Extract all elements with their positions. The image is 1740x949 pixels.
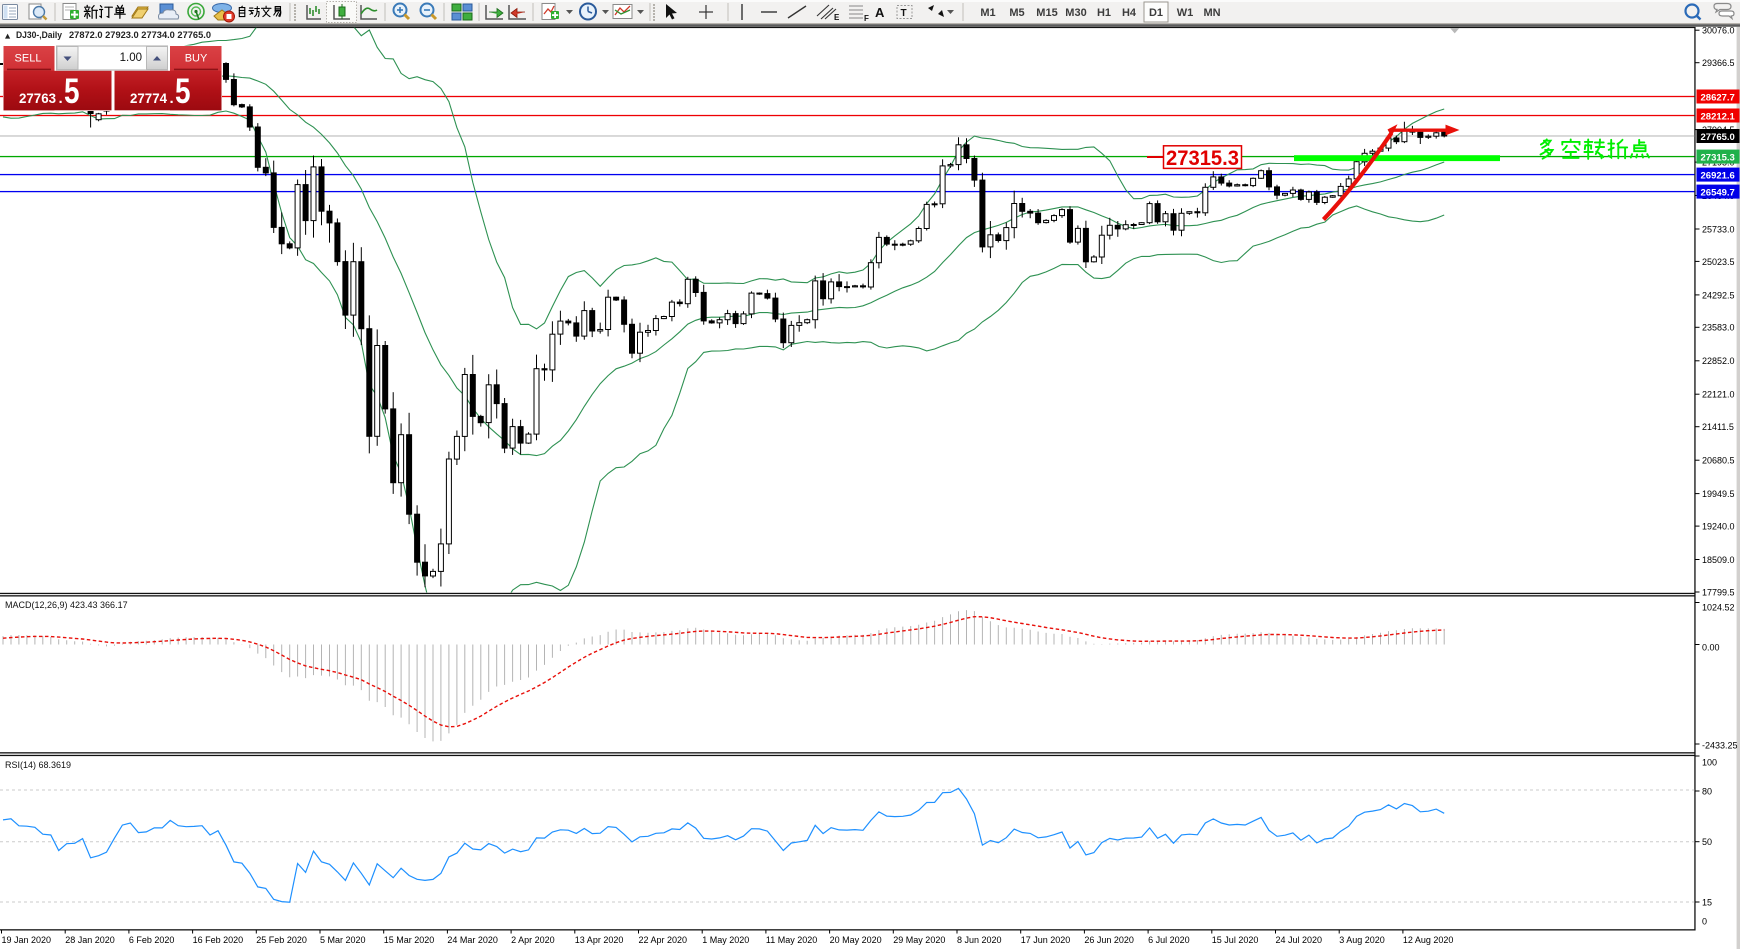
svg-text:19 Jan 2020: 19 Jan 2020 bbox=[2, 935, 52, 945]
svg-text:16 Feb 2020: 16 Feb 2020 bbox=[193, 935, 244, 945]
svg-text:.: . bbox=[170, 90, 174, 107]
svg-text:28627.7: 28627.7 bbox=[1701, 92, 1735, 103]
svg-text:22121.0: 22121.0 bbox=[1702, 390, 1735, 400]
svg-text:28 Jan 2020: 28 Jan 2020 bbox=[65, 935, 115, 945]
svg-text:15: 15 bbox=[1702, 898, 1712, 908]
svg-text:25023.5: 25023.5 bbox=[1702, 257, 1735, 267]
svg-text:6 Jul 2020: 6 Jul 2020 bbox=[1148, 935, 1190, 945]
svg-text:21411.5: 21411.5 bbox=[1702, 422, 1734, 432]
svg-text:25733.0: 25733.0 bbox=[1702, 224, 1735, 234]
svg-text:17799.5: 17799.5 bbox=[1702, 587, 1735, 597]
svg-text:27763: 27763 bbox=[19, 90, 56, 106]
svg-text:29366.5: 29366.5 bbox=[1702, 58, 1735, 68]
svg-text:6 Feb 2020: 6 Feb 2020 bbox=[129, 935, 175, 945]
svg-text:0.00: 0.00 bbox=[1702, 643, 1720, 653]
svg-text:DJ30-,Daily: DJ30-,Daily bbox=[16, 30, 62, 40]
svg-text:5 Mar 2020: 5 Mar 2020 bbox=[320, 935, 366, 945]
svg-text:12 Aug 2020: 12 Aug 2020 bbox=[1403, 935, 1454, 945]
svg-text:5: 5 bbox=[64, 72, 80, 111]
svg-text:T: T bbox=[901, 8, 907, 19]
svg-text:50: 50 bbox=[1702, 837, 1712, 847]
svg-text:20 May 2020: 20 May 2020 bbox=[830, 935, 882, 945]
svg-text:0: 0 bbox=[1702, 917, 1707, 927]
svg-text:26549.7: 26549.7 bbox=[1701, 187, 1735, 198]
svg-text:17 Jun 2020: 17 Jun 2020 bbox=[1021, 935, 1071, 945]
svg-text:M1: M1 bbox=[980, 7, 995, 19]
svg-text:27774: 27774 bbox=[130, 90, 167, 106]
svg-text:H1: H1 bbox=[1097, 7, 1111, 19]
svg-text:23583.0: 23583.0 bbox=[1702, 323, 1735, 333]
svg-text:A: A bbox=[875, 5, 885, 20]
svg-text:80: 80 bbox=[1702, 787, 1712, 797]
svg-text:13 Apr 2020: 13 Apr 2020 bbox=[575, 935, 624, 945]
svg-text:25 Feb 2020: 25 Feb 2020 bbox=[256, 935, 307, 945]
svg-text:M30: M30 bbox=[1065, 7, 1086, 19]
svg-text:29 May 2020: 29 May 2020 bbox=[893, 935, 945, 945]
svg-text:MN: MN bbox=[1203, 7, 1220, 19]
svg-text:27315.3: 27315.3 bbox=[1701, 152, 1735, 163]
svg-text:E: E bbox=[834, 13, 840, 22]
svg-text:18509.0: 18509.0 bbox=[1702, 555, 1735, 565]
svg-text:F: F bbox=[864, 14, 869, 23]
svg-text:27872.0 27923.0 27734.0 27765.: 27872.0 27923.0 27734.0 27765.0 bbox=[69, 30, 211, 40]
svg-text:24292.5: 24292.5 bbox=[1702, 290, 1735, 300]
svg-text:1024.52: 1024.52 bbox=[1702, 603, 1735, 613]
svg-text:3 Aug 2020: 3 Aug 2020 bbox=[1339, 935, 1385, 945]
svg-text:22852.0: 22852.0 bbox=[1702, 356, 1735, 366]
svg-text:15 Jul 2020: 15 Jul 2020 bbox=[1212, 935, 1259, 945]
svg-text:8 Jun 2020: 8 Jun 2020 bbox=[957, 935, 1002, 945]
svg-text:1.00: 1.00 bbox=[120, 52, 142, 64]
svg-text:20680.5: 20680.5 bbox=[1702, 456, 1735, 466]
svg-text:D1: D1 bbox=[1149, 7, 1163, 19]
svg-text:24 Jul 2020: 24 Jul 2020 bbox=[1276, 935, 1323, 945]
svg-text:24 Mar 2020: 24 Mar 2020 bbox=[447, 935, 498, 945]
svg-text:19240.0: 19240.0 bbox=[1702, 522, 1735, 532]
svg-text:30076.0: 30076.0 bbox=[1702, 26, 1735, 36]
svg-text:-2433.25: -2433.25 bbox=[1702, 741, 1738, 751]
svg-text:28212.1: 28212.1 bbox=[1701, 111, 1736, 122]
svg-text:27765.0: 27765.0 bbox=[1701, 132, 1735, 143]
svg-text:.: . bbox=[59, 90, 63, 107]
svg-text:26 Jun 2020: 26 Jun 2020 bbox=[1084, 935, 1134, 945]
svg-text:SELL: SELL bbox=[15, 53, 42, 65]
svg-text:MACD(12,26,9) 423.43 366.17: MACD(12,26,9) 423.43 366.17 bbox=[5, 600, 128, 610]
svg-text:M5: M5 bbox=[1009, 7, 1024, 19]
svg-text:11 May 2020: 11 May 2020 bbox=[766, 935, 817, 945]
svg-text:W1: W1 bbox=[1177, 7, 1194, 19]
svg-text:22 Apr 2020: 22 Apr 2020 bbox=[639, 935, 688, 945]
svg-text:27315.3: 27315.3 bbox=[1166, 147, 1239, 170]
svg-text:26921.6: 26921.6 bbox=[1701, 170, 1735, 181]
svg-text:100: 100 bbox=[1702, 758, 1717, 768]
svg-text:2 Apr 2020: 2 Apr 2020 bbox=[511, 935, 555, 945]
svg-text:H4: H4 bbox=[1122, 7, 1137, 19]
svg-text:19949.5: 19949.5 bbox=[1702, 489, 1735, 499]
svg-text:BUY: BUY bbox=[185, 53, 208, 65]
svg-text:5: 5 bbox=[175, 72, 191, 111]
svg-text:RSI(14) 68.3619: RSI(14) 68.3619 bbox=[5, 760, 71, 770]
svg-text:15 Mar 2020: 15 Mar 2020 bbox=[384, 935, 435, 945]
svg-text:1 May 2020: 1 May 2020 bbox=[702, 935, 749, 945]
svg-text:M15: M15 bbox=[1036, 7, 1057, 19]
